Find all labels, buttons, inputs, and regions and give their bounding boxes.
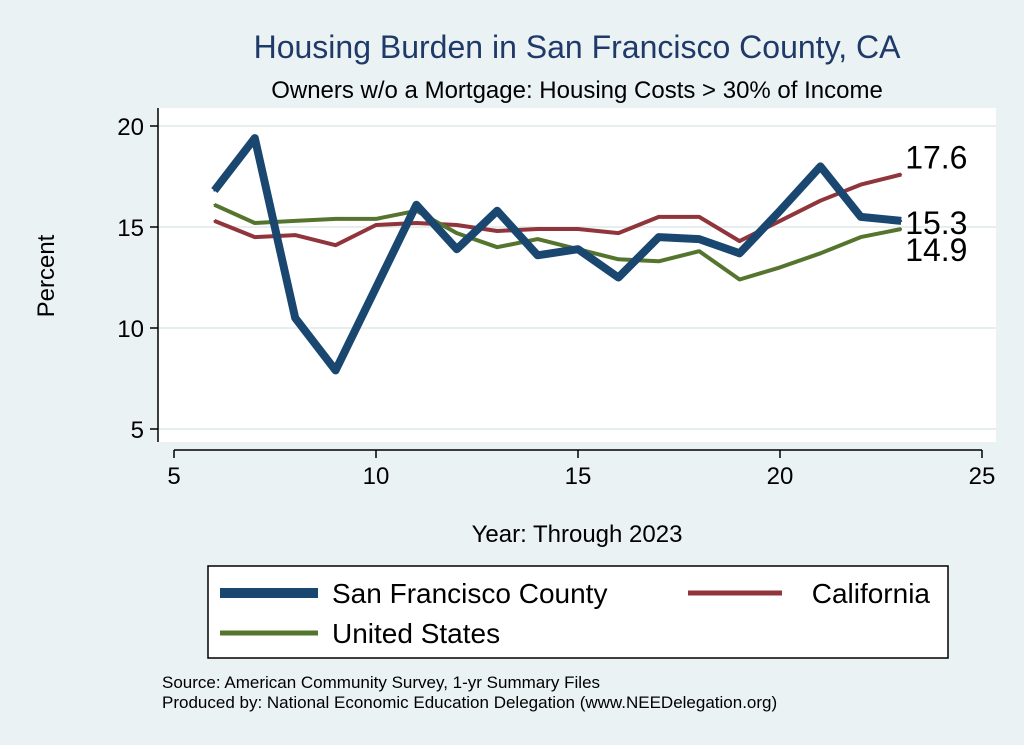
data-point (859, 215, 862, 218)
data-point (334, 217, 337, 220)
data-point (375, 223, 377, 226)
data-point (617, 276, 620, 279)
data-point (577, 228, 579, 231)
data-point (900, 219, 903, 222)
data-point (536, 238, 539, 241)
data-point (253, 137, 256, 140)
data-point (294, 219, 297, 222)
data-point (698, 238, 701, 241)
data-point (900, 173, 903, 176)
data-point (779, 219, 781, 222)
data-point (334, 244, 337, 247)
data-point (900, 228, 903, 231)
x-tick-label: 10 (363, 463, 390, 490)
legend: San Francisco County California United Sta… (220, 578, 930, 649)
x-axis-label: Year: Through 2023 (472, 521, 683, 548)
data-point (738, 278, 741, 281)
data-point (294, 234, 297, 237)
data-point (455, 248, 458, 251)
data-point (859, 183, 862, 186)
data-point (415, 221, 418, 224)
legend-box (207, 565, 949, 659)
series-lines (211, 134, 903, 375)
data-point (496, 246, 499, 249)
legend-label-united-states: United States (332, 618, 500, 649)
data-point (213, 219, 216, 222)
data-point (213, 189, 216, 192)
x-tick-label: 5 (167, 463, 180, 490)
series-line-united-states (213, 202, 902, 282)
y-tick-label: 5 (131, 417, 144, 444)
end-labels: 15.3 17.6 14.9 (905, 139, 967, 268)
end-label-california: 17.6 (905, 139, 967, 175)
data-point (819, 252, 822, 255)
y-tick-label: 15 (117, 215, 144, 242)
data-point (294, 316, 297, 319)
y-axis-label: Percent (33, 234, 60, 317)
series-line-california (213, 172, 902, 248)
legend-label-california: California (812, 578, 931, 609)
data-point (536, 228, 539, 231)
data-point (698, 215, 701, 218)
y-tick-label: 20 (117, 114, 144, 141)
data-point (859, 236, 862, 239)
source-line-2: Produced by: National Economic Education… (162, 693, 777, 712)
data-point (819, 165, 822, 168)
data-point (415, 203, 418, 206)
chart-title: Housing Burden in San Francisco County, … (254, 29, 902, 65)
data-point (698, 250, 701, 253)
end-label-united-states: 14.9 (905, 232, 967, 268)
y-axis: 5 10 15 20 (117, 114, 158, 444)
x-axis: 5 10 15 20 25 (167, 450, 995, 490)
data-point (779, 209, 781, 212)
data-point (253, 221, 256, 224)
data-point (253, 236, 256, 239)
data-point (738, 240, 741, 243)
data-point (617, 232, 620, 235)
data-point (738, 252, 741, 255)
data-point (213, 203, 216, 206)
data-point (375, 286, 377, 289)
x-tick-label: 20 (767, 463, 794, 490)
chart-subtitle: Owners w/o a Mortgage: Housing Costs > 3… (271, 77, 883, 104)
data-point (779, 266, 781, 269)
data-point (577, 248, 579, 251)
series-line-san-francisco-county (211, 134, 902, 375)
x-tick-label: 25 (969, 463, 996, 490)
y-tick-label: 10 (117, 316, 144, 343)
data-point (657, 215, 660, 218)
end-label-san-francisco-county: 15.3 (905, 205, 967, 241)
data-point (455, 232, 458, 235)
data-point (657, 260, 660, 263)
data-point (455, 223, 458, 226)
source-line-1: Source: American Community Survey, 1-yr … (162, 673, 600, 692)
data-point (617, 258, 620, 261)
legend-label-san-francisco-county: San Francisco County (332, 578, 607, 609)
data-point (375, 217, 377, 220)
x-tick-label: 15 (565, 463, 592, 490)
data-point (496, 230, 499, 233)
data-point (334, 369, 337, 372)
data-point (657, 236, 660, 239)
plot-area (158, 108, 996, 442)
data-point (819, 199, 822, 202)
data-point (536, 254, 539, 257)
data-point (496, 209, 499, 212)
